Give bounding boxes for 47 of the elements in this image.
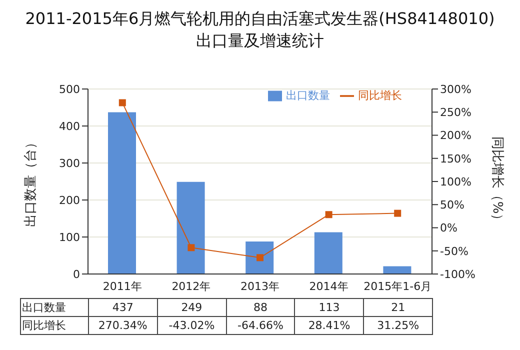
chart-title: 2011-2015年6月燃气轮机用的自由活塞式发生器(HS84148010)出口量及增速统计 (24, 8, 496, 52)
x-tick-label: 2011年 (102, 280, 142, 293)
x-tick-label: 2014年 (309, 280, 348, 293)
y-tick-label: 500 (59, 82, 80, 96)
y-tick-label: 300 (59, 156, 80, 170)
point (188, 244, 195, 252)
y2-tick-label: 250% (440, 106, 472, 120)
data-label: 437 (88, 298, 158, 316)
x-tick-label: 2015年1-6月 (364, 280, 432, 293)
y-tick-label: 0 (73, 268, 80, 281)
data-label: 270.34% (88, 316, 158, 334)
x-tick-label: 2012年 (172, 280, 211, 293)
point (325, 211, 332, 218)
data-label: -64.66% (226, 316, 295, 334)
data-label: 113 (294, 298, 364, 316)
data-label: 21 (364, 298, 432, 316)
y2-tick-label: 100% (440, 175, 472, 188)
point (256, 254, 264, 262)
y2-tick-label: 0% (440, 222, 458, 235)
y2-axis-title: 同比增长（%） (489, 136, 504, 227)
y2-tick-label: 300% (440, 82, 472, 96)
data-label: 249 (157, 298, 226, 316)
legend-label: 出口数量 (286, 89, 330, 102)
y2-tick-label: -50% (440, 244, 468, 258)
y-tick-label: 200 (59, 194, 80, 207)
y-tick-label: 100 (59, 230, 80, 244)
point (118, 99, 126, 106)
data-label: 31.25% (364, 316, 432, 334)
data-label: -43.02% (157, 316, 226, 334)
text: 出口数量 (22, 301, 66, 314)
legend-label: 同比增长 (358, 89, 402, 102)
bar (383, 266, 412, 274)
y2-tick-label: 50% (440, 198, 464, 212)
bar (314, 232, 342, 274)
bar (246, 241, 274, 274)
y-tick-label: 400 (59, 120, 80, 133)
y2-tick-label: 200% (440, 129, 472, 142)
data-label: 88 (226, 298, 295, 316)
text: 同比增长 (22, 319, 66, 332)
bar (108, 112, 136, 274)
bar (176, 182, 205, 274)
y2-tick-label: -100% (440, 268, 476, 281)
x-tick-label: 2013年 (240, 280, 280, 293)
y2-tick-label: 150% (440, 152, 472, 166)
y-axis-title: 出口数量（台） (24, 136, 39, 227)
point (394, 210, 402, 217)
data-label: 28.41% (294, 316, 364, 334)
